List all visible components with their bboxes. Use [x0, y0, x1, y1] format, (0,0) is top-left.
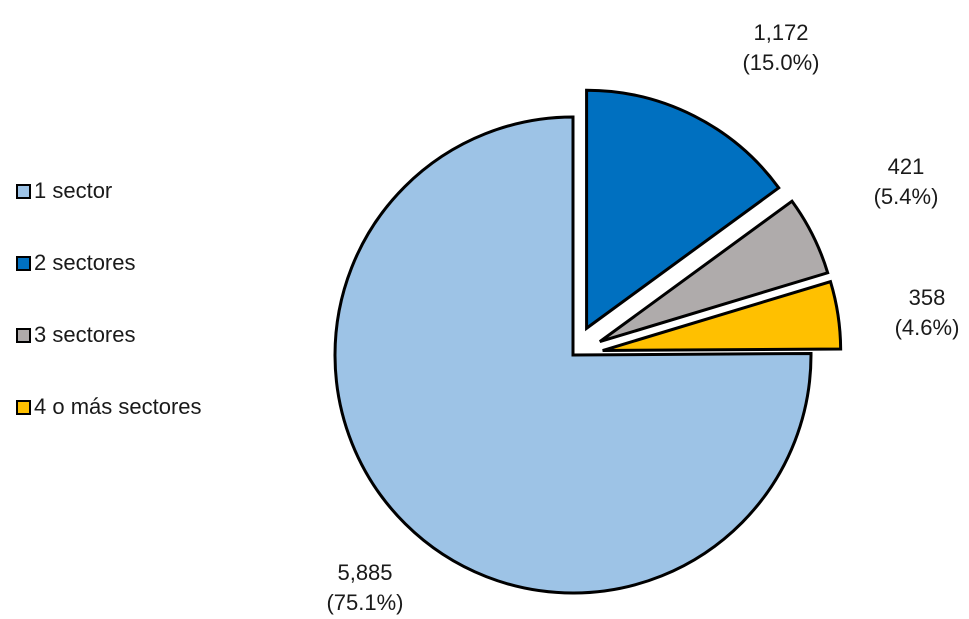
data-label-1-sector: 5,885 (75.1%) — [305, 558, 425, 618]
legend-item-1-sector[interactable]: 1 sector — [16, 176, 256, 248]
legend-label: 4 o más sectores — [34, 394, 202, 419]
legend-label: 1 sector — [34, 178, 113, 203]
legend-label: 3 sectores — [34, 322, 136, 347]
data-label-value: 5,885 — [337, 560, 393, 585]
legend-swatch-3-sectores — [16, 328, 31, 343]
legend-swatch-1-sector — [16, 184, 31, 199]
data-label-value: 421 — [887, 154, 925, 179]
data-label-percent: (75.1%) — [326, 590, 404, 615]
pie-slice-3-sectores[interactable] — [598, 199, 830, 344]
data-label-value: 358 — [908, 285, 946, 310]
data-label-2-sectores: 1,172 (15.0%) — [721, 18, 841, 78]
data-label-value: 1,172 — [753, 20, 809, 45]
pie-slice-2-sectores[interactable] — [585, 88, 781, 332]
legend-item-4-o-mas-sectores[interactable]: 4 o más sectores — [16, 392, 256, 464]
data-label-3-sectores: 421 (5.4%) — [846, 152, 966, 212]
legend-item-2-sectores[interactable]: 2 sectores — [16, 248, 256, 320]
legend-item-3-sectores[interactable]: 3 sectores — [16, 320, 256, 392]
data-label-percent: (5.4%) — [873, 184, 939, 209]
legend-swatch-4-o-mas-sectores — [16, 400, 31, 415]
pie-slice-4-o-mas-sectores[interactable] — [602, 279, 843, 353]
data-label-4-o-mas-sectores: 358 (4.6%) — [867, 283, 969, 343]
data-label-percent: (4.6%) — [894, 315, 960, 340]
pie-slice-1-sector[interactable] — [333, 115, 813, 595]
data-label-percent: (15.0%) — [742, 50, 820, 75]
legend-swatch-2-sectores — [16, 256, 31, 271]
legend-label: 2 sectores — [34, 250, 136, 275]
legend: 1 sector 2 sectores 3 sectores 4 o más s… — [16, 176, 256, 464]
